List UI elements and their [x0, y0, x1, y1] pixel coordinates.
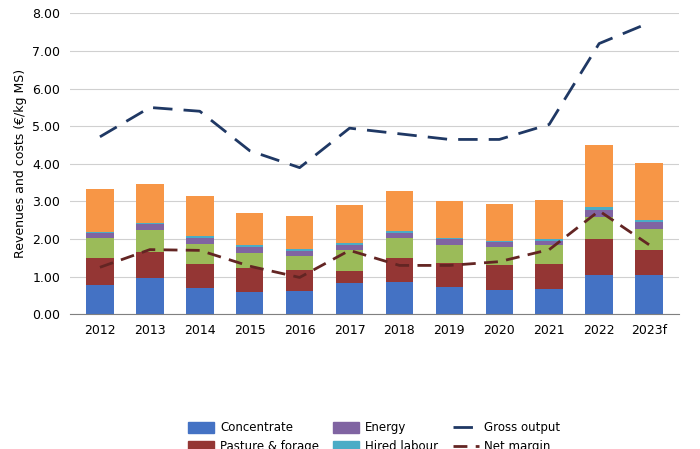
Bar [486, 265, 513, 290]
Bar [636, 222, 663, 229]
Bar [486, 204, 513, 241]
Bar [585, 207, 613, 210]
Bar [486, 241, 513, 242]
Bar [536, 239, 563, 241]
Bar [336, 205, 363, 243]
Bar [536, 264, 563, 289]
Bar [435, 245, 463, 263]
Bar [386, 282, 413, 314]
Bar [435, 201, 463, 238]
Bar [386, 233, 413, 238]
Bar [585, 275, 613, 314]
Bar [435, 239, 463, 245]
Bar [236, 213, 263, 246]
Bar [486, 242, 513, 247]
Bar [536, 241, 563, 246]
Bar [386, 231, 413, 233]
Bar [386, 238, 413, 258]
Bar [585, 145, 613, 207]
Bar [136, 278, 164, 314]
Bar [336, 283, 363, 314]
Bar [435, 263, 463, 287]
Bar [585, 217, 613, 239]
Bar [636, 229, 663, 251]
Bar [486, 290, 513, 314]
Bar [336, 245, 363, 250]
Bar [286, 256, 314, 270]
Bar [186, 238, 214, 244]
Bar [636, 163, 663, 220]
Bar [336, 272, 363, 283]
Bar [186, 244, 214, 264]
Bar [186, 264, 214, 288]
Bar [336, 243, 363, 245]
Bar [585, 239, 613, 275]
Bar [336, 250, 363, 272]
Bar [636, 275, 663, 314]
Bar [386, 191, 413, 231]
Bar [486, 247, 513, 265]
Bar [236, 246, 263, 247]
Bar [186, 236, 214, 238]
Bar [86, 285, 113, 314]
Bar [86, 232, 113, 233]
Bar [286, 249, 314, 251]
Bar [236, 292, 263, 314]
Bar [136, 224, 164, 230]
Bar [86, 233, 113, 238]
Bar [435, 238, 463, 239]
Bar [236, 247, 263, 253]
Bar [236, 269, 263, 292]
Bar [536, 246, 563, 264]
Bar [536, 200, 563, 239]
Bar [536, 289, 563, 314]
Bar [86, 258, 113, 285]
Y-axis label: Revenues and costs (€/kg MS): Revenues and costs (€/kg MS) [14, 69, 27, 259]
Bar [585, 210, 613, 217]
Bar [386, 258, 413, 282]
Bar [286, 270, 314, 291]
Bar [86, 189, 113, 232]
Bar [136, 184, 164, 223]
Legend: Concentrate, Pasture & forage, Other variable, Energy, Hired labour, Other fixed: Concentrate, Pasture & forage, Other var… [183, 417, 566, 449]
Bar [136, 223, 164, 224]
Bar [136, 230, 164, 252]
Bar [636, 220, 663, 222]
Bar [136, 252, 164, 278]
Bar [86, 238, 113, 258]
Bar [636, 251, 663, 275]
Bar [286, 291, 314, 314]
Bar [435, 287, 463, 314]
Bar [286, 216, 314, 249]
Bar [186, 288, 214, 314]
Bar [236, 253, 263, 269]
Bar [286, 251, 314, 256]
Bar [186, 196, 214, 236]
